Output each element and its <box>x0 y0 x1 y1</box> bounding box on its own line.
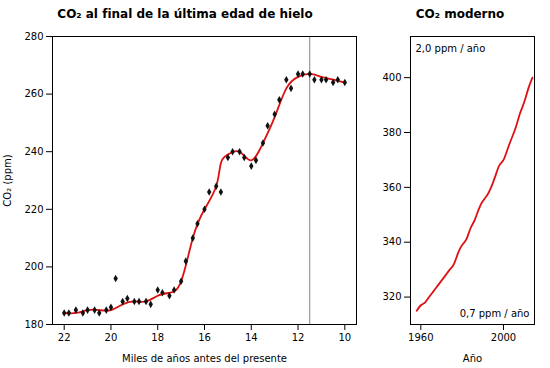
svg-text:0,7 ppm / año: 0,7 ppm / año <box>460 308 530 319</box>
svg-text:240: 240 <box>24 146 43 157</box>
html-text:CO₂ al final de la última edad: CO₂ al final de la última edad de hielo <box>57 7 313 21</box>
svg-text:220: 220 <box>24 204 43 215</box>
svg-text:360: 360 <box>382 182 401 193</box>
svg-text:320: 320 <box>382 291 401 302</box>
svg-text:14: 14 <box>245 332 258 343</box>
svg-text:340: 340 <box>382 236 401 247</box>
svg-text:260: 260 <box>24 88 43 99</box>
svg-text:12: 12 <box>292 332 305 343</box>
svg-text:2000: 2000 <box>491 332 516 343</box>
svg-text:400: 400 <box>382 72 401 83</box>
svg-text:Miles de años antes del presen: Miles de años antes del presente <box>122 353 287 364</box>
svg-text:20: 20 <box>105 332 118 343</box>
html-text:CO₂ moderno: CO₂ moderno <box>415 7 505 21</box>
svg-text:2,0 ppm / año: 2,0 ppm / año <box>416 43 486 54</box>
svg-text:22: 22 <box>58 332 71 343</box>
svg-text:Año: Año <box>463 353 482 364</box>
svg-text:16: 16 <box>198 332 211 343</box>
svg-text:10: 10 <box>338 332 351 343</box>
svg-text:18: 18 <box>151 332 164 343</box>
svg-text:380: 380 <box>382 127 401 138</box>
svg-text:180: 180 <box>24 319 43 330</box>
svg-text:200: 200 <box>24 261 43 272</box>
svg-text:CO₂ (ppm): CO₂ (ppm) <box>2 154 13 206</box>
svg-text:1960: 1960 <box>408 332 433 343</box>
svg-text:280: 280 <box>24 31 43 42</box>
